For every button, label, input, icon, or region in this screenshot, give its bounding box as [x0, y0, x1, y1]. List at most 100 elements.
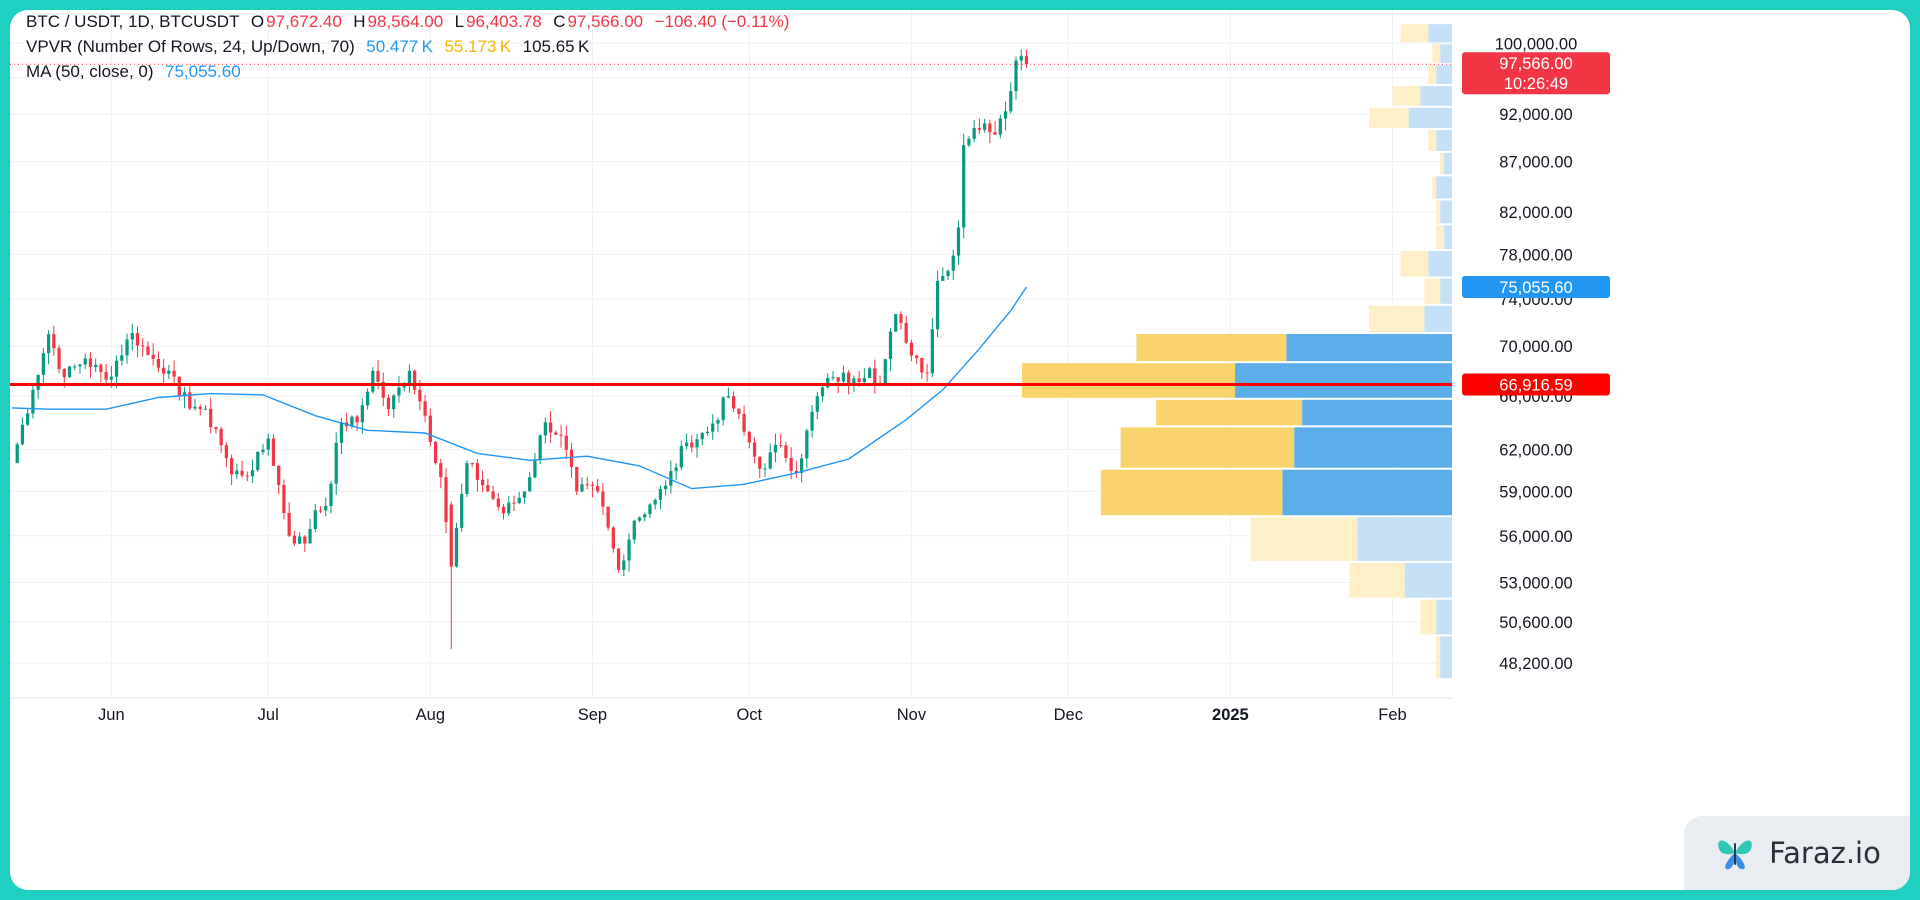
candle [130, 323, 134, 351]
candle [125, 333, 129, 364]
candle [737, 408, 741, 420]
volume-profile-down-bar [1436, 636, 1441, 679]
candle [606, 506, 610, 531]
candle [26, 408, 30, 427]
candle [261, 443, 265, 456]
candle-body [381, 381, 385, 398]
volume-profile-down-bar [1349, 562, 1405, 598]
candle-body [491, 491, 495, 499]
price-tick-label: 92,000.00 [1499, 106, 1572, 124]
candle [721, 396, 725, 426]
candle [31, 384, 35, 419]
candle-body [402, 385, 406, 388]
candle-body [271, 438, 276, 466]
candle-body [669, 471, 673, 486]
price-tick-label: 53,000.00 [1499, 575, 1572, 593]
candle-body [386, 397, 391, 410]
ma-legend-row[interactable]: MA (50, close, 0) 75,055.60 [26, 62, 243, 82]
price-chart[interactable]: 100,000.0096,000.0092,000.0087,000.0082,… [10, 10, 1910, 890]
high-label: H [353, 12, 366, 31]
candle [653, 498, 657, 510]
candle-body [538, 435, 542, 461]
price-axis[interactable]: 100,000.0096,000.0092,000.0087,000.0082,… [1495, 35, 1578, 673]
candle-body [125, 339, 129, 356]
candle [758, 456, 762, 479]
candle-body [805, 430, 809, 459]
time-axis[interactable]: Jun Jul Aug Sep Oct Nov Dec 2025 Feb [98, 706, 1407, 724]
price-tick-label: 100,000.00 [1495, 35, 1578, 53]
candle [669, 460, 673, 494]
price-tick-label: 78,000.00 [1499, 246, 1572, 264]
candle [564, 425, 568, 459]
candle-body [883, 359, 887, 384]
candle-body [841, 372, 846, 382]
candle [920, 357, 924, 380]
candle [73, 364, 77, 371]
candle [146, 341, 150, 356]
candle-body [240, 470, 244, 476]
candle-body [705, 431, 710, 434]
candle-body [26, 413, 30, 425]
candle-body [334, 442, 338, 484]
candle-body [114, 360, 119, 377]
candle-body [1009, 91, 1013, 112]
candle [894, 313, 898, 332]
candle [94, 358, 98, 373]
candle [878, 375, 882, 385]
time-tick-label: Jul [258, 706, 279, 724]
vpvr-legend-row[interactable]: VPVR (Number Of Rows, 24, Up/Down, 70) 5… [26, 37, 591, 57]
candle [794, 460, 798, 478]
candle-body [261, 449, 265, 453]
candle [711, 414, 715, 440]
candle [465, 460, 469, 497]
candle-body [73, 366, 77, 368]
candle [690, 435, 694, 453]
candle-body [522, 491, 527, 498]
candle-body [752, 442, 757, 457]
candle-body [198, 406, 202, 410]
candle-body [193, 406, 197, 409]
moving-average-series [11, 286, 1028, 490]
ma-title[interactable]: MA (50, close, 0) [26, 62, 154, 81]
candle [78, 364, 82, 374]
candle-body [779, 444, 783, 446]
candle-body [580, 484, 584, 492]
candle-body [998, 118, 1002, 135]
volume-profile-down-bar [1436, 200, 1441, 224]
candle-body [292, 535, 296, 544]
volume-profile-down-bar [1250, 517, 1358, 561]
candle-body [564, 435, 568, 450]
vpvr-title[interactable]: VPVR (Number Of Rows, 24, Up/Down, 70) [26, 37, 355, 56]
price-tick-label: 48,200.00 [1499, 655, 1572, 673]
candle-body [915, 355, 919, 358]
watermark-text: Faraz.io [1769, 836, 1881, 870]
candle-body [266, 438, 270, 450]
candle [935, 270, 940, 338]
candle [209, 397, 213, 434]
candle-body [339, 422, 344, 443]
candle [873, 359, 877, 394]
candle [507, 495, 511, 516]
candle-body [481, 479, 485, 486]
candle-body [250, 470, 255, 477]
volume-profile-down-bar [1428, 64, 1437, 85]
support-level-tag-text: 66,916.59 [1499, 376, 1572, 394]
candle [972, 120, 976, 143]
candle-body [852, 378, 856, 384]
symbol-legend-row[interactable]: BTC / USDT, 1D, BTCUSDT O 97,672.40 H 98,5… [26, 12, 791, 32]
time-tick-label: Feb [1378, 706, 1406, 724]
price-tick-label: 70,000.00 [1499, 338, 1572, 356]
candle [674, 463, 678, 480]
candle [716, 417, 720, 433]
candle-body [920, 357, 924, 373]
candle [810, 404, 814, 438]
candle [967, 136, 971, 148]
last-price-tag-bg [1462, 52, 1610, 95]
time-tick-label: Jun [98, 706, 125, 724]
symbol-title[interactable]: BTC / USDT, 1D, BTCUSDT [26, 12, 240, 31]
candle [596, 478, 600, 494]
candle [303, 535, 307, 553]
candle-body [925, 372, 929, 374]
candle [580, 477, 584, 493]
ma50-line [11, 286, 1028, 490]
